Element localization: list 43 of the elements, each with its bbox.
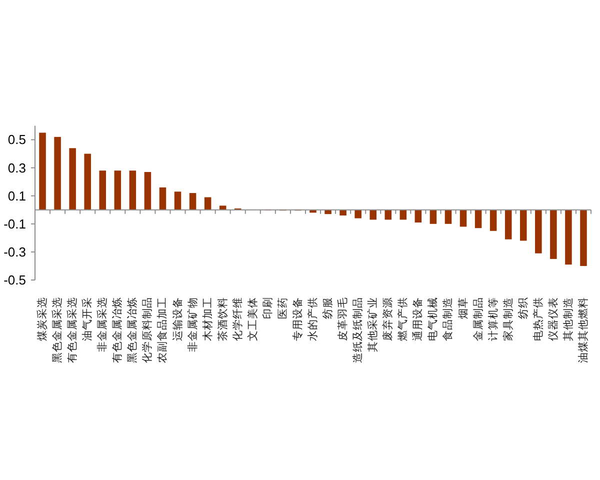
x-tick-label: 造纸及纸制品 bbox=[351, 297, 364, 363]
x-tick-label: 计算机等 bbox=[486, 297, 500, 341]
x-tick-label: 木材加工 bbox=[200, 297, 214, 341]
x-tick-label: 化学纤维 bbox=[230, 297, 244, 341]
x-tick-label: 专用设备 bbox=[290, 297, 304, 341]
x-tick-label: 茶酒饮料 bbox=[216, 297, 229, 341]
x-tick-label: 金属制品 bbox=[471, 297, 484, 341]
x-tick-label: 烟草 bbox=[456, 297, 470, 319]
x-tick-label: 有色金属采选 bbox=[66, 297, 79, 363]
y-tick-label: 0.3 bbox=[8, 160, 26, 176]
x-tick-label: 非金属矿物 bbox=[186, 297, 199, 352]
y-tick-label: -0.3 bbox=[4, 244, 26, 260]
x-tick-label: 燃气产供 bbox=[396, 297, 410, 341]
x-tick-label: 医药 bbox=[276, 297, 289, 319]
x-tick-label: 运输设备 bbox=[170, 297, 184, 341]
x-tick-label: 纺服 bbox=[321, 297, 334, 319]
x-tick-label: 化学原料制品 bbox=[140, 297, 154, 363]
x-tick-label: 黑色金属冶炼 bbox=[126, 297, 139, 363]
x-tick-label: 油煤其他燃料 bbox=[576, 297, 590, 363]
x-tick-label: 油气开采 bbox=[80, 297, 94, 341]
x-tick-label: 仪器仪表 bbox=[546, 297, 560, 341]
x-tick-label: 煤炭采选 bbox=[36, 297, 49, 341]
y-tick-label: 0.5 bbox=[8, 132, 26, 148]
x-tick-label: 家具制造 bbox=[501, 297, 514, 341]
x-tick-label: 农副食品加工 bbox=[156, 297, 169, 363]
x-tick-label: 通用设备 bbox=[411, 297, 424, 341]
x-tick-label: 非金属采选 bbox=[96, 297, 109, 352]
y-tick-label: -0.1 bbox=[4, 216, 26, 232]
x-tick-label: 文工美体 bbox=[246, 297, 259, 341]
x-tick-label: 食品制造 bbox=[441, 297, 454, 341]
y-tick-label: -0.5 bbox=[4, 272, 26, 288]
x-tick-label: 黑色金属采选 bbox=[50, 297, 64, 363]
x-tick-label: 印刷 bbox=[260, 297, 274, 319]
x-tick-label: 其他采矿业 bbox=[366, 297, 380, 352]
x-tick-label: 其他制造 bbox=[561, 297, 574, 341]
x-tick-label: 电热产供 bbox=[531, 297, 544, 341]
x-tick-label: 纺织 bbox=[516, 297, 530, 319]
x-tick-label: 皮革羽毛 bbox=[336, 297, 350, 341]
x-tick-label: 电气机械 bbox=[426, 297, 440, 341]
x-tick-label: 废弃资源 bbox=[381, 297, 394, 341]
x-tick-label: 有色金属冶炼 bbox=[112, 297, 124, 363]
x-tick-label: 水的产供 bbox=[306, 297, 319, 341]
y-tick-label: 0.1 bbox=[8, 188, 26, 204]
